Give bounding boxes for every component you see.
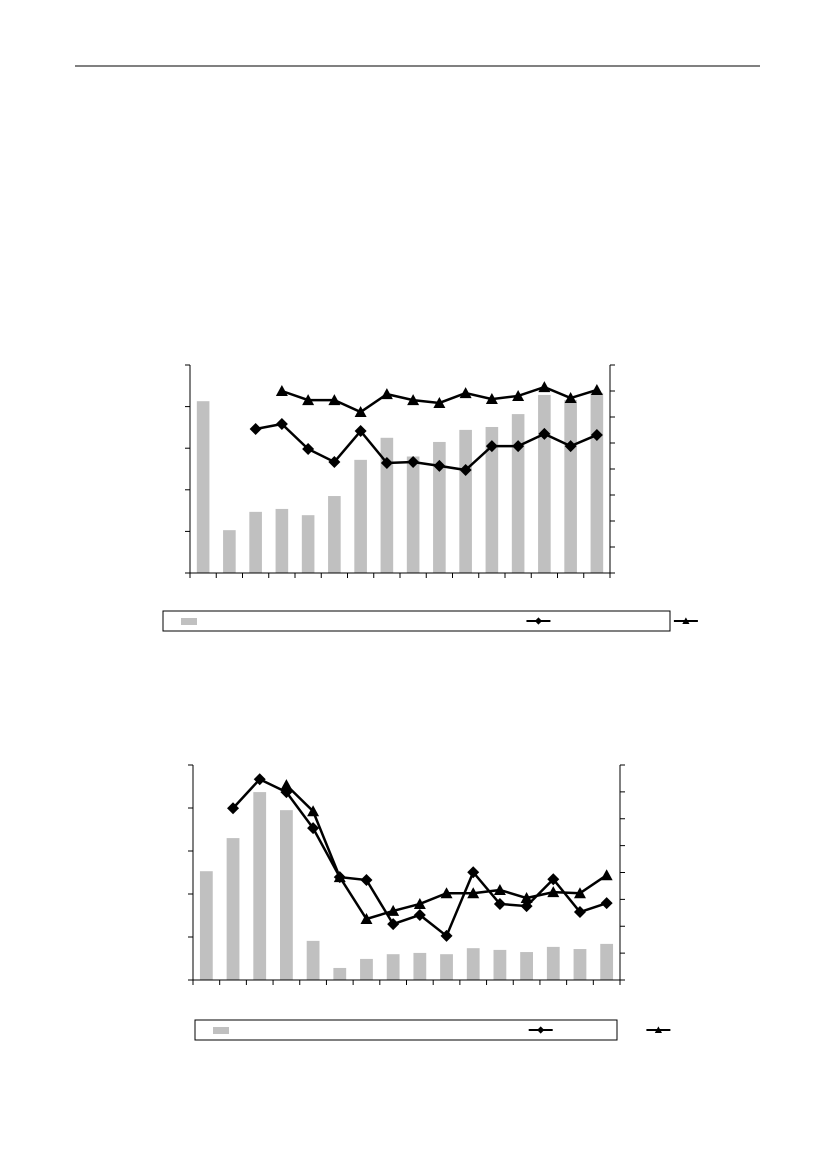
- triangle-marker: [573, 887, 586, 899]
- diamond-marker: [302, 442, 315, 455]
- triangle-marker: [280, 779, 293, 791]
- diamond-marker: [547, 873, 560, 886]
- bar: [406, 456, 420, 573]
- triangle-marker: [547, 886, 560, 898]
- bar: [253, 792, 267, 980]
- bar: [275, 508, 289, 573]
- triangle-marker: [538, 381, 551, 393]
- bar: [564, 399, 577, 573]
- triangle-marker: [493, 883, 506, 895]
- bar: [590, 392, 604, 573]
- diamond-marker: [433, 459, 446, 472]
- triangle-marker: [600, 869, 613, 881]
- triangle-marker: [275, 385, 288, 396]
- triangle-marker: [413, 897, 426, 909]
- bar: [280, 810, 293, 980]
- bar: [301, 515, 315, 573]
- bar: [546, 946, 560, 980]
- bar: [413, 952, 427, 980]
- diamond-marker: [538, 427, 551, 440]
- diamond-marker: [380, 457, 393, 470]
- diamond-marker: [354, 425, 367, 438]
- triangle-marker: [590, 383, 603, 395]
- diamond-marker: [407, 455, 420, 468]
- diamond-marker: [564, 440, 577, 453]
- legend-swatch: [181, 618, 197, 625]
- diamond-marker: [413, 908, 426, 921]
- bar: [493, 949, 507, 980]
- bar: [440, 954, 453, 980]
- legend-marker: [537, 1026, 545, 1034]
- diamond-marker: [512, 440, 525, 453]
- bar: [573, 949, 587, 980]
- bar: [520, 952, 533, 980]
- bar: [433, 441, 446, 573]
- triangle-marker: [407, 394, 420, 406]
- diamond-marker: [590, 428, 603, 441]
- line-series: [255, 422, 598, 472]
- triangle-marker: [512, 389, 525, 401]
- diamond-marker: [467, 866, 480, 879]
- bar: [538, 394, 551, 573]
- diamond-marker: [307, 822, 320, 835]
- triangle-marker: [307, 805, 320, 817]
- diamond-marker: [328, 455, 341, 468]
- diamond-marker: [520, 900, 533, 913]
- triangle-marker: [564, 392, 577, 404]
- bar: [459, 429, 472, 573]
- legend-box: [194, 1019, 618, 1041]
- triangle-marker: [485, 393, 498, 405]
- diamond-marker: [440, 929, 453, 942]
- bar: [333, 967, 347, 980]
- legend-marker: [654, 1026, 662, 1033]
- legend-box: [162, 610, 671, 632]
- diamond-marker: [360, 874, 373, 887]
- diamond-marker: [253, 773, 266, 786]
- bar: [199, 871, 213, 980]
- bar: [485, 426, 499, 573]
- triangle-marker: [387, 904, 400, 916]
- bar: [600, 943, 614, 980]
- triangle-marker: [360, 912, 373, 924]
- diamond-marker: [275, 418, 288, 431]
- triangle-marker: [520, 892, 533, 904]
- legend-marker: [534, 617, 543, 625]
- bar: [354, 459, 367, 573]
- triangle-marker: [302, 394, 315, 406]
- bar: [360, 958, 373, 980]
- triangle-marker: [459, 387, 472, 399]
- triangle-marker: [433, 396, 446, 408]
- diamond-marker: [573, 906, 586, 919]
- diamond-marker: [600, 897, 613, 910]
- line-series: [285, 784, 608, 921]
- triangle-marker: [440, 887, 453, 899]
- diamond-marker: [493, 897, 506, 910]
- triangle-marker: [354, 406, 367, 418]
- bar: [306, 940, 320, 980]
- triangle-marker: [328, 394, 341, 406]
- bar: [380, 437, 394, 573]
- bar: [249, 511, 262, 573]
- diamond-marker: [485, 440, 498, 453]
- diamond-marker: [249, 422, 262, 435]
- bar: [511, 414, 525, 573]
- bar: [328, 496, 341, 573]
- legend-marker: [682, 617, 690, 624]
- diamond-marker: [459, 464, 472, 477]
- bar: [386, 954, 400, 980]
- bar: [223, 530, 236, 573]
- legend-swatch: [213, 1027, 229, 1034]
- diamond-marker: [227, 802, 240, 815]
- bar: [226, 838, 240, 980]
- triangle-marker: [380, 388, 393, 400]
- diamond-marker: [387, 918, 400, 931]
- bar: [196, 401, 210, 573]
- bar: [466, 948, 480, 980]
- triangle-marker: [467, 887, 480, 899]
- triangle-marker: [333, 871, 346, 883]
